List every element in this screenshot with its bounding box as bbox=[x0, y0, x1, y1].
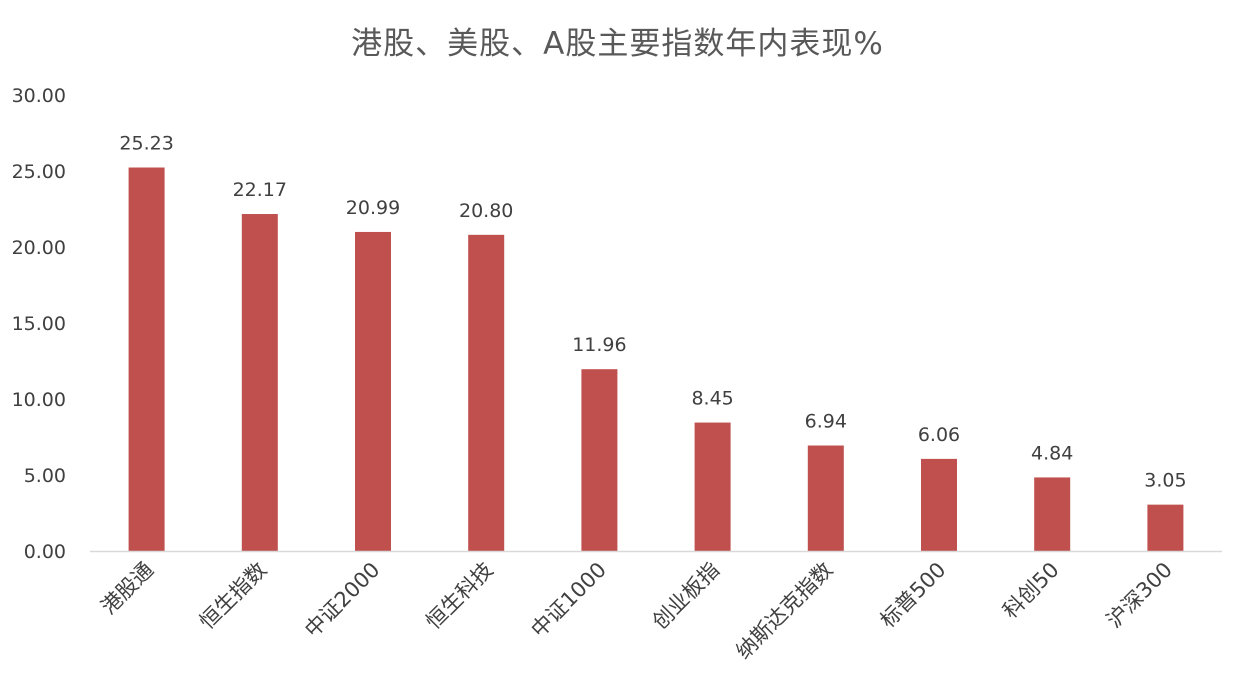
x-tick-label: 创业板指 bbox=[648, 558, 724, 634]
x-tick-label: 恒生指数 bbox=[195, 558, 271, 634]
data-label: 6.06 bbox=[918, 424, 960, 446]
data-label: 20.99 bbox=[346, 197, 400, 219]
y-tick-label: 20.00 bbox=[12, 237, 66, 259]
y-tick-label: 25.00 bbox=[12, 161, 66, 183]
data-label: 4.84 bbox=[1031, 442, 1073, 464]
chart-title: 港股、美股、A股主要指数年内表现% bbox=[351, 26, 884, 62]
data-label: 25.23 bbox=[119, 133, 173, 155]
x-tick-label: 中证2000 bbox=[300, 558, 384, 642]
data-label: 6.94 bbox=[805, 411, 847, 433]
data-label: 11.96 bbox=[572, 334, 626, 356]
x-tick-label: 港股通 bbox=[97, 558, 159, 620]
data-label: 3.05 bbox=[1144, 470, 1186, 492]
x-tick-label: 恒生科技 bbox=[421, 558, 497, 634]
y-tick-label: 15.00 bbox=[12, 313, 66, 335]
bar bbox=[468, 234, 505, 551]
bar bbox=[241, 214, 278, 552]
y-tick-label: 0.00 bbox=[24, 541, 66, 563]
y-axis-tick-labels: 0.00 5.00 10.00 15.00 20.00 25.00 30.00 bbox=[12, 85, 66, 563]
x-axis-tick-labels: 港股通 恒生指数 中证2000 恒生科技 中证1000 创业板指 纳斯达克指数 标普500 科创… bbox=[97, 558, 1177, 664]
data-label: 8.45 bbox=[691, 388, 733, 410]
bar bbox=[694, 422, 731, 551]
bar bbox=[1147, 504, 1184, 551]
x-tick-label: 中证1000 bbox=[526, 558, 610, 642]
x-tick-label: 标普500 bbox=[876, 558, 951, 633]
bar bbox=[581, 369, 618, 551]
value-labels-group: 25.23 22.17 20.99 20.80 11.96 8.45 6.94 6.06 4.8… bbox=[119, 133, 1186, 492]
y-tick-label: 30.00 bbox=[12, 85, 66, 107]
bar bbox=[921, 458, 957, 551]
y-tick-label: 5.00 bbox=[24, 465, 66, 487]
bars-group bbox=[128, 167, 1184, 552]
data-label: 20.80 bbox=[459, 200, 513, 222]
data-label: 22.17 bbox=[233, 179, 287, 201]
bar bbox=[128, 167, 165, 551]
y-tick-label: 10.00 bbox=[12, 389, 66, 411]
x-tick-label: 纳斯达克指数 bbox=[731, 558, 837, 664]
bar bbox=[807, 445, 844, 551]
x-tick-label: 沪深300 bbox=[1102, 558, 1177, 633]
bar bbox=[1034, 477, 1071, 551]
bar bbox=[355, 231, 391, 551]
x-tick-label: 科创50 bbox=[998, 558, 1064, 624]
